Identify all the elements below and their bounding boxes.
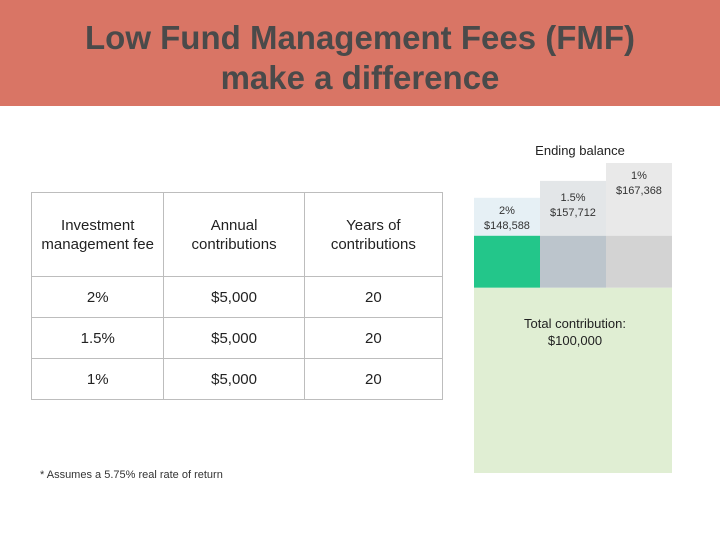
bar-value-label-2: $167,368	[616, 185, 662, 197]
bar-category-label-1: 1.5%	[560, 192, 585, 204]
bar-0	[474, 235, 540, 288]
cell-contribution: $5,000	[163, 317, 305, 359]
cell-years: 20	[303, 317, 444, 359]
cell-years: 20	[303, 358, 444, 400]
bar-2	[606, 235, 672, 288]
fee-table: Investment management fee Annual contrib…	[30, 192, 444, 400]
cell-fee: 1%	[30, 358, 165, 400]
cell-years: 20	[303, 276, 444, 318]
chart-title: Ending balance	[535, 143, 625, 158]
cell-contribution: $5,000	[163, 358, 305, 400]
cell-contribution: $5,000	[163, 276, 305, 318]
table-row: 1% $5,000 20	[30, 358, 444, 400]
table-header-row: Investment management fee Annual contrib…	[30, 192, 444, 277]
total-contribution-area	[474, 287, 672, 473]
bar-category-label-2: 1%	[631, 170, 647, 182]
footnote: * Assumes a 5.75% real rate of return	[40, 469, 223, 481]
header-fee: Investment management fee	[30, 192, 165, 277]
table-row: 2% $5,000 20	[30, 276, 444, 318]
page-title-line1: Low Fund Management Fees (FMF)	[85, 19, 635, 56]
page-title-line2: make a difference	[220, 59, 500, 96]
bar-top-1	[540, 180, 606, 236]
title-banner: Low Fund Management Fees (FMF) make a di…	[0, 0, 720, 106]
bar-top-0	[474, 197, 540, 236]
cell-fee: 2%	[30, 276, 165, 318]
header-years: Years of contributions	[303, 192, 444, 277]
cell-fee: 1.5%	[30, 317, 165, 359]
contribution-annotation: Total contribution:	[524, 316, 626, 331]
header-contributions: Annual contributions	[163, 192, 305, 277]
bar-top-2	[606, 163, 672, 236]
bar-1	[540, 235, 606, 288]
ending-balance-chart: Ending balance 2% $148,588 1.5% $157,712 1% $1…	[474, 143, 672, 473]
bar-value-label-1: $157,712	[550, 207, 596, 219]
page-title: Low Fund Management Fees (FMF) make a di…	[0, 18, 720, 98]
contribution-annotation-value: $100,000	[548, 333, 602, 348]
bar-value-label-0: $148,588	[484, 220, 530, 232]
bar-category-label-0: 2%	[499, 205, 515, 217]
table-row: 1.5% $5,000 20	[30, 317, 444, 359]
